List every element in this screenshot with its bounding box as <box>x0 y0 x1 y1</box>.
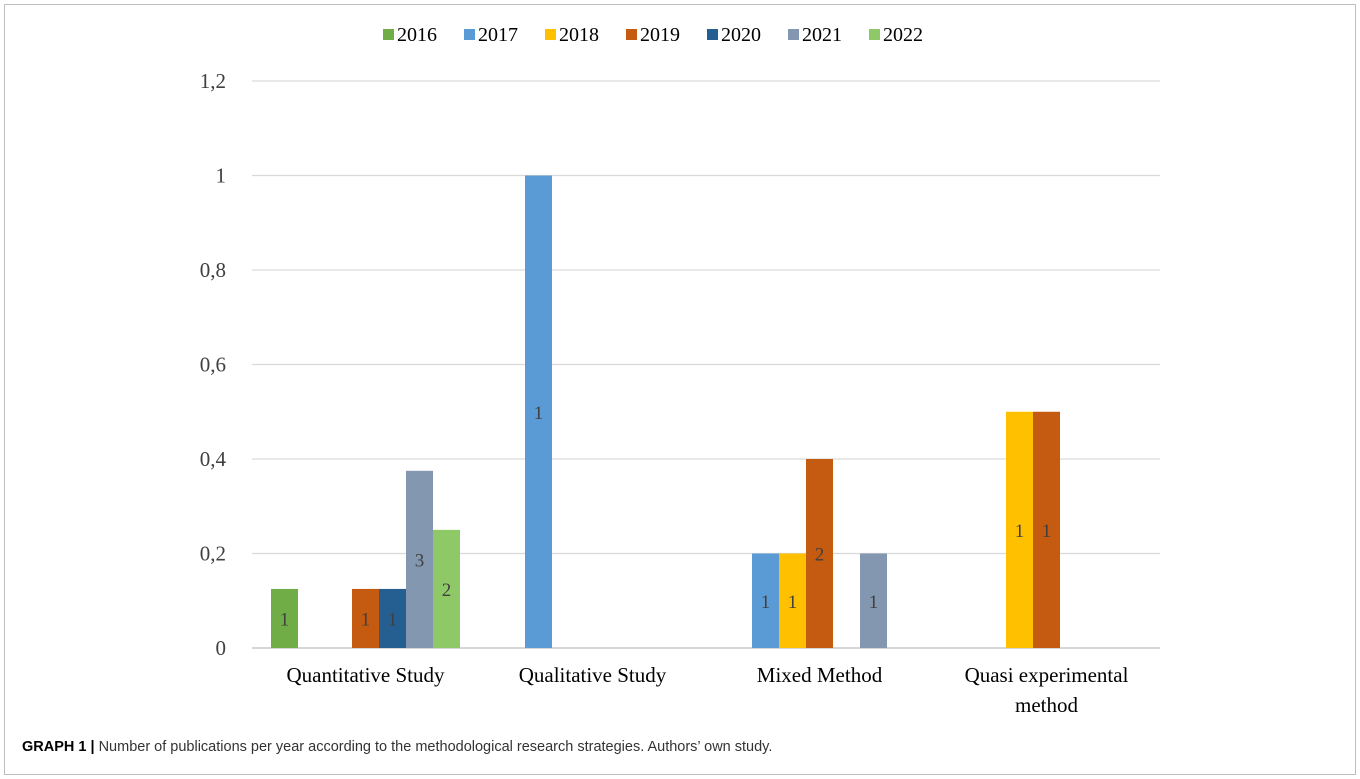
data-label: 1 <box>869 592 879 613</box>
y-tick-label: 0 <box>216 636 227 660</box>
bar-2020 <box>379 588 406 648</box>
x-category-label: Quantitative Study <box>286 663 445 687</box>
bar-2017 <box>525 175 552 648</box>
x-category-label: method <box>1015 693 1078 717</box>
bar-2017 <box>752 553 779 648</box>
legend-label-2020: 2020 <box>721 24 761 46</box>
data-label: 3 <box>415 550 425 571</box>
y-tick-label: 0,2 <box>200 542 226 566</box>
legend-label-2021: 2021 <box>802 24 842 46</box>
data-label: 1 <box>280 609 290 630</box>
y-tick-label: 0,8 <box>200 258 226 282</box>
x-category-label: Quasi experimental <box>965 663 1129 687</box>
data-label: 1 <box>388 609 398 630</box>
bar-2018 <box>779 553 806 648</box>
bars <box>271 175 1060 648</box>
data-label: 1 <box>361 609 371 630</box>
data-label: 1 <box>534 403 544 424</box>
bar-2021 <box>860 553 887 648</box>
figure-frame <box>4 4 1356 775</box>
caption-text: Number of publications per year accordin… <box>98 739 773 755</box>
y-tick-label: 0,4 <box>200 447 227 471</box>
legend-label-2019: 2019 <box>640 24 680 46</box>
figure-caption: GRAPH 1 | Number of publications per yea… <box>22 739 772 755</box>
legend-swatch-2019 <box>626 29 637 40</box>
legend: 2016 2017 2018 2019 2020 2021 2022 <box>383 24 923 46</box>
data-label: 2 <box>442 580 452 601</box>
bar-2019 <box>352 588 379 648</box>
y-tick-label: 0,6 <box>200 353 226 377</box>
legend-label-2017: 2017 <box>478 24 518 46</box>
legend-swatch-2022 <box>869 29 880 40</box>
legend-swatch-2020 <box>707 29 718 40</box>
data-label: 2 <box>815 545 825 566</box>
legend-label-2022: 2022 <box>883 24 923 46</box>
legend-label-2018: 2018 <box>559 24 599 46</box>
data-label: 1 <box>761 592 771 613</box>
data-label: 1 <box>1042 521 1052 542</box>
y-tick-label: 1,2 <box>200 69 226 93</box>
caption-label: GRAPH 1 | <box>22 739 95 755</box>
legend-swatch-2017 <box>464 29 475 40</box>
data-label: 1 <box>1015 521 1025 542</box>
x-category-label: Qualitative Study <box>519 663 667 687</box>
bar-2016 <box>271 588 298 648</box>
legend-swatch-2016 <box>383 29 394 40</box>
y-tick-label: 1 <box>216 164 227 188</box>
bar-2019 <box>806 459 833 648</box>
y-axis-ticks: 0 0,2 0,4 0,6 0,8 1 1,2 <box>200 69 227 660</box>
data-label: 1 <box>788 592 798 613</box>
legend-label-2016: 2016 <box>397 24 437 46</box>
x-category-label: Mixed Method <box>757 663 883 687</box>
bar-2019 <box>1033 411 1060 648</box>
bar-2018 <box>1006 411 1033 648</box>
bar-2022 <box>433 529 460 648</box>
legend-swatch-2018 <box>545 29 556 40</box>
x-axis-categories: Quantitative Study Qualitative Study Mixed… <box>286 663 1128 717</box>
bar-2021 <box>406 470 433 648</box>
legend-swatch-2021 <box>788 29 799 40</box>
